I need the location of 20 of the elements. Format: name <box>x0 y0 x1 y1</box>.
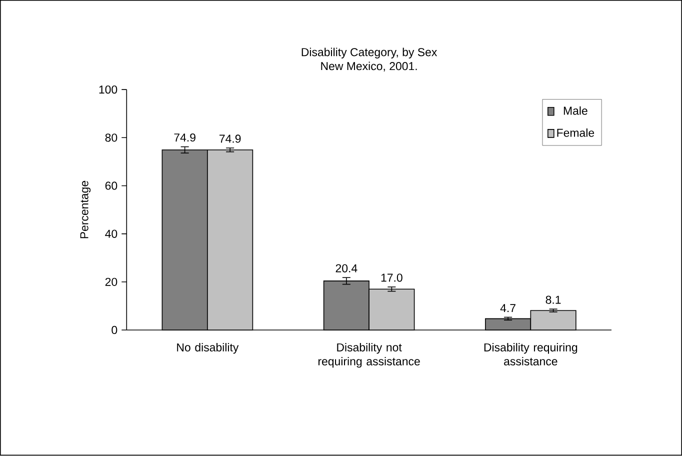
x-tick-label: Disability requiring assistance <box>484 343 578 366</box>
data-label: 8.1 <box>546 296 561 304</box>
data-label: 17.0 <box>381 274 402 282</box>
legend-label: Male <box>564 106 588 115</box>
y-tick-label: 60 <box>105 182 118 190</box>
y-tick-label: 40 <box>105 230 118 238</box>
data-label: 20.4 <box>336 264 358 273</box>
y-tick-label: 20 <box>105 278 118 286</box>
x-tick-label: Disability not requiring assistance <box>318 343 420 368</box>
data-label: 74.9 <box>219 134 241 143</box>
chart-subtitle: New Mexico, 2001. <box>321 62 417 72</box>
data-label: 4.7 <box>500 304 516 312</box>
x-tick-label: No disability <box>177 343 239 354</box>
y-axis-title: Percentage <box>80 181 91 238</box>
chart-title: Disability Category, by Sex <box>302 48 438 59</box>
y-tick-label: 80 <box>105 134 118 142</box>
data-label: 74.9 <box>174 134 196 142</box>
y-tick-label: 100 <box>99 86 118 94</box>
legend-label: Female <box>557 128 594 138</box>
y-tick-label: 0 <box>112 326 118 334</box>
